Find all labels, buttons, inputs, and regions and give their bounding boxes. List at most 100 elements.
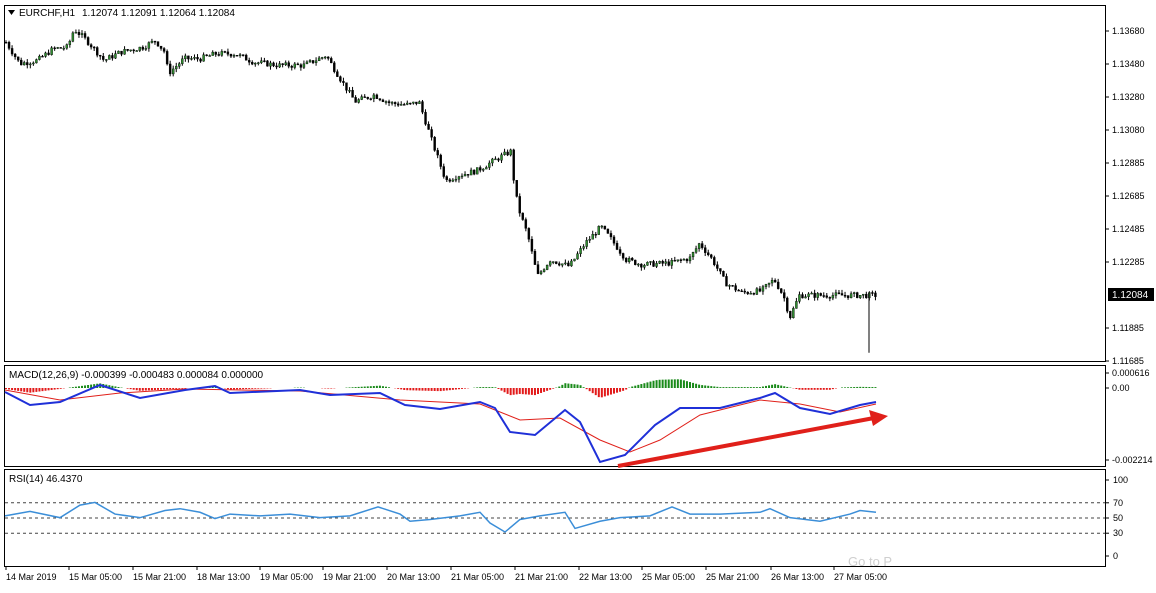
candle-body	[525, 220, 527, 229]
candle-body	[400, 104, 402, 105]
macd-histogram-bar	[570, 384, 572, 388]
macd-histogram-bar	[604, 388, 606, 396]
macd-histogram-bar	[729, 387, 731, 388]
candle-body	[172, 69, 174, 74]
macd-histogram-bar	[707, 386, 709, 388]
macd-histogram-bar	[412, 388, 414, 390]
macd-histogram-bar	[659, 380, 661, 388]
macd-histogram-bar	[738, 387, 740, 388]
macd-histogram-bar	[725, 387, 727, 388]
candle-body	[716, 265, 718, 269]
price-tick-label: 1.13680	[1112, 26, 1145, 36]
candle-body	[352, 90, 354, 97]
macd-histogram-bar	[248, 388, 250, 389]
candle-body	[245, 55, 247, 60]
time-tick-label: 19 Mar 21:00	[323, 572, 376, 582]
candle-body	[108, 55, 110, 59]
macd-histogram-bar	[625, 388, 627, 390]
candle-body	[367, 97, 369, 98]
candle-body	[844, 295, 846, 296]
candle-body	[643, 265, 645, 267]
candle-body	[300, 65, 302, 68]
macd-histogram-bar	[525, 388, 527, 394]
candle-body	[570, 261, 572, 266]
candle-body	[586, 240, 588, 246]
candle-body	[224, 51, 226, 52]
macd-histogram-bar	[446, 388, 448, 390]
macd-histogram-bar	[814, 388, 816, 390]
candle-body	[315, 61, 317, 63]
candle-body	[154, 41, 156, 42]
candle-body	[814, 293, 816, 297]
candle-body	[853, 293, 855, 294]
candle-body	[485, 167, 487, 169]
macd-histogram-bar	[573, 384, 575, 388]
candle-body	[792, 308, 794, 317]
candle-body	[501, 155, 503, 160]
candle-body	[230, 54, 232, 56]
time-tick-label: 20 Mar 13:00	[387, 572, 440, 582]
macd-histogram-bar	[163, 388, 165, 390]
macd-histogram-bar	[497, 388, 499, 389]
candle-body	[269, 63, 271, 66]
macd-histogram-bar	[409, 388, 411, 390]
candle-body	[406, 103, 408, 104]
macd-histogram-bar	[367, 386, 369, 388]
macd-histogram-bar	[507, 388, 509, 394]
macd-histogram-bar	[45, 388, 47, 391]
price-tick-label: 1.12285	[1112, 257, 1145, 267]
price-tick-label: 1.13080	[1112, 125, 1145, 135]
macd-histogram-bar	[145, 388, 147, 390]
candle-body	[683, 259, 685, 260]
macd-histogram-bar	[689, 382, 691, 388]
price-pane[interactable]	[5, 6, 1106, 362]
candle-body	[458, 177, 460, 179]
candle-body	[318, 58, 320, 61]
macd-tick-label: 0.00	[1112, 383, 1130, 393]
candle-body	[391, 102, 393, 103]
macd-histogram-bar	[850, 387, 852, 388]
rsi-tick-label: 100	[1113, 475, 1128, 485]
candle-body	[750, 293, 752, 294]
candle-body	[206, 55, 208, 56]
macd-histogram-bar	[151, 388, 153, 390]
macd-histogram-bar	[552, 388, 554, 389]
candle-body	[163, 48, 165, 51]
candle-body	[14, 54, 16, 57]
candle-body	[291, 66, 293, 67]
candle-body	[713, 257, 715, 264]
candle-body	[148, 43, 150, 49]
macd-histogram-bar	[385, 387, 387, 388]
macd-histogram-bar	[8, 388, 10, 390]
macd-histogram-bar	[130, 388, 132, 389]
macd-histogram-bar	[589, 388, 591, 391]
candle-body	[753, 293, 755, 294]
macd-histogram-bar	[227, 388, 229, 389]
macd-histogram-bar	[595, 388, 597, 395]
candle-body	[54, 48, 56, 49]
candle-body	[102, 56, 104, 59]
candle-body	[403, 104, 405, 105]
candle-body	[811, 293, 813, 294]
candle-body	[428, 124, 430, 129]
macd-histogram-bar	[519, 388, 521, 394]
candle-body	[798, 295, 800, 302]
macd-histogram-bar	[403, 388, 405, 390]
macd-histogram-bar	[640, 384, 642, 388]
candle-body	[704, 248, 706, 253]
macd-histogram-bar	[747, 387, 749, 388]
candle-body	[573, 259, 575, 261]
candle-body	[616, 243, 618, 249]
time-tick-label: 15 Mar 05:00	[69, 572, 122, 582]
macd-histogram-bar	[783, 386, 785, 388]
macd-histogram-bar	[622, 388, 624, 391]
candle-body	[829, 297, 831, 298]
macd-histogram-bar	[859, 387, 861, 388]
candle-body	[209, 56, 211, 57]
price-tick-label: 1.11885	[1112, 323, 1144, 333]
candle-body	[561, 264, 563, 265]
